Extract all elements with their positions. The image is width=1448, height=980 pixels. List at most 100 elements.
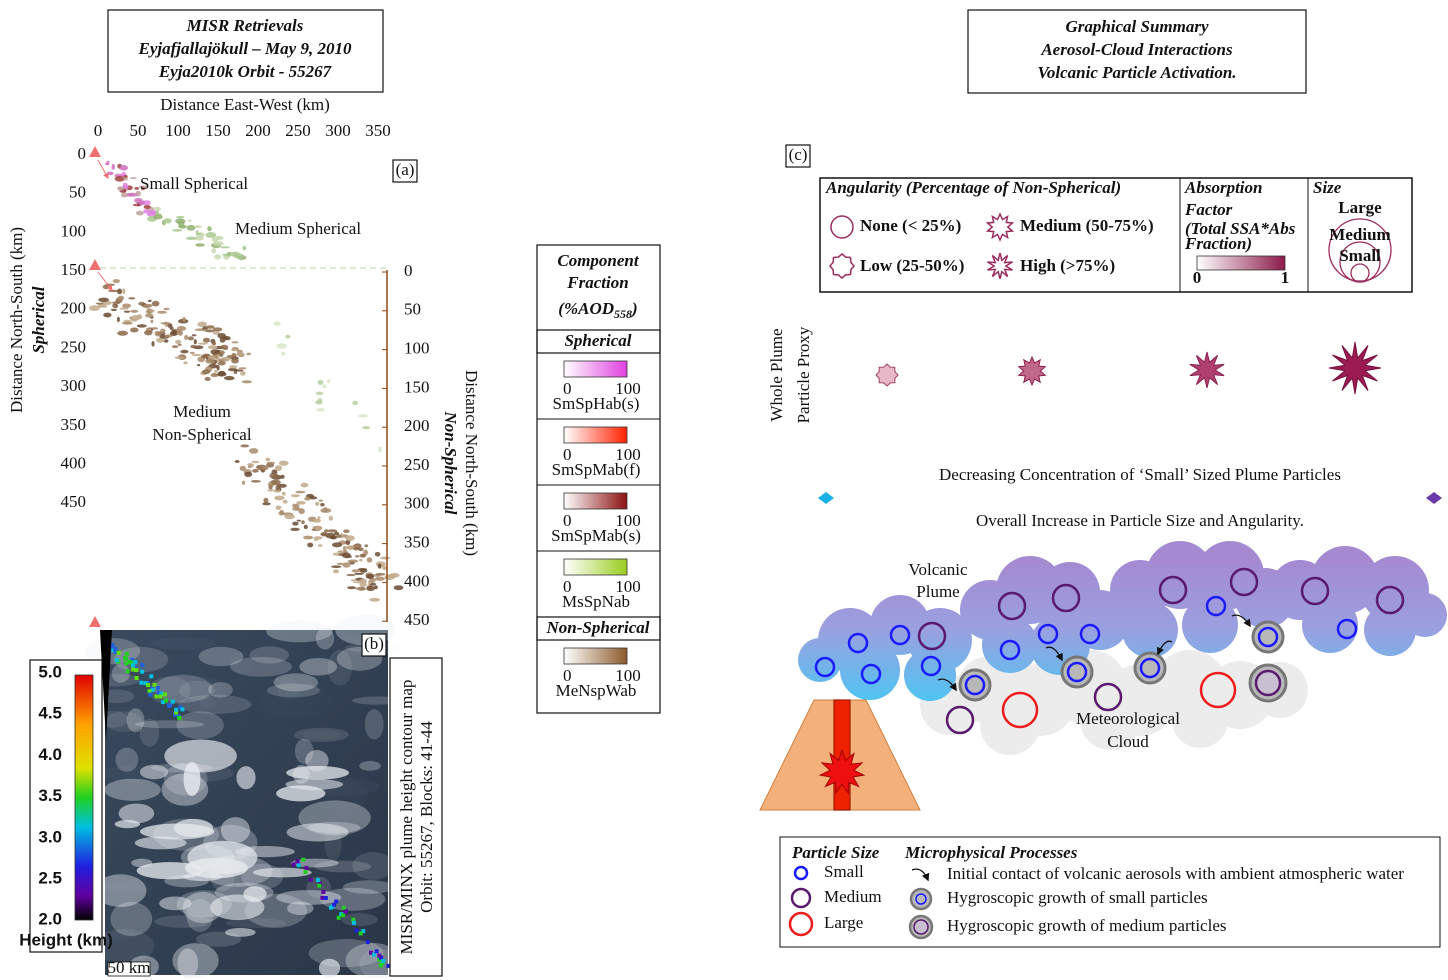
retrieval-pixel (117, 331, 128, 336)
retrieval-pixel (224, 376, 235, 380)
height-pixel (381, 959, 385, 963)
retrieval-pixel (342, 552, 351, 558)
colorbar-tick: 3.5 (38, 786, 62, 805)
retrieval-pixel (249, 448, 258, 454)
angularity-low (830, 254, 854, 278)
plume-cloud (840, 640, 900, 700)
colorbar (564, 361, 627, 377)
retrieval-pixel (205, 359, 215, 364)
retrieval-pixel (163, 308, 169, 310)
retrieval-pixel (186, 237, 197, 240)
cloud-texture (210, 895, 264, 921)
retrieval-pixel (96, 303, 104, 305)
retrieval-pixel (165, 334, 173, 337)
retrieval-pixel (203, 338, 210, 343)
height-pixel (156, 686, 160, 690)
proxy-particle (876, 364, 898, 386)
y-tick-label: 100 (61, 221, 87, 240)
retrieval-pixel (333, 569, 339, 573)
retrieval-pixel (136, 211, 144, 216)
retrieval-pixel (251, 480, 261, 483)
height-pixel (164, 698, 168, 702)
cloud-label: Meteorological (1076, 709, 1180, 728)
panel-a-title: MISR Retrievals (186, 16, 304, 35)
colorbar-label: Height (km) (19, 930, 113, 949)
cloud-texture (278, 678, 300, 699)
retrieval-pixel (242, 246, 246, 251)
height-colorbar (75, 675, 93, 920)
retrieval-pixel (366, 574, 374, 579)
retrieval-pixel (207, 226, 211, 231)
proxy-label: Whole Plume (767, 328, 786, 421)
retrieval-pixel (198, 343, 208, 345)
height-pixel (178, 716, 182, 720)
colorbar-name: SmSpMab(s) (551, 526, 641, 545)
colorbar-tick: 4.0 (38, 745, 62, 764)
y2-tick-label: 400 (404, 571, 430, 590)
panel-c-title: Aerosol-Cloud Interactions (1040, 40, 1233, 59)
legend-title: Size (1313, 178, 1342, 197)
panel-label: (c) (789, 145, 808, 164)
retrieval-pixel (206, 232, 217, 238)
height-pixel (140, 670, 144, 674)
height-pixel (352, 921, 356, 925)
legend-title-part: (%AOD (558, 299, 614, 318)
retrieval-pixel (188, 220, 191, 222)
retrieval-pixel (316, 392, 324, 396)
height-pixel (301, 858, 305, 862)
height-pixel (317, 884, 321, 888)
cloud-texture (341, 913, 377, 926)
retrieval-pixel (184, 335, 188, 340)
retrieval-pixel (318, 380, 324, 385)
retrieval-pixel (175, 356, 186, 359)
legend-note: Fraction) (1184, 234, 1252, 253)
retrieval-pixel (323, 384, 327, 388)
figure: MISR RetrievalsEyjafjallajökull – May 9,… (0, 0, 1448, 980)
orbit-marker (89, 146, 101, 157)
colorbar (564, 427, 627, 443)
retrieval-pixel (248, 466, 252, 468)
retrieval-pixel (313, 519, 321, 523)
retrieval-pixel (343, 529, 349, 533)
panel-c-title: Volcanic Particle Activation. (1037, 63, 1236, 82)
retrieval-pixel (231, 353, 236, 357)
retrieval-pixel (214, 370, 218, 373)
retrieval-pixel (229, 365, 237, 368)
retrieval-pixel (355, 587, 363, 589)
retrieval-pixel (160, 329, 165, 334)
retrieval-pixel (235, 460, 240, 463)
legend-title-part: ) (630, 299, 638, 318)
retrieval-pixel (337, 563, 344, 565)
retrieval-pixel (274, 496, 284, 501)
y-tick-label: 0 (78, 144, 87, 163)
retrieval-pixel (146, 329, 151, 331)
retrieval-pixel (118, 296, 124, 301)
y-tick-label: 250 (61, 337, 87, 356)
retrieval-pixel (394, 585, 404, 590)
x-tick-label: 100 (165, 121, 191, 140)
cloud-texture (305, 750, 328, 771)
cloud-texture (250, 646, 290, 663)
proxy-particle (1190, 352, 1224, 388)
y-tick-label: 300 (61, 376, 87, 395)
retrieval-pixel (197, 364, 200, 366)
angularity-none (831, 216, 853, 238)
trend-end (818, 492, 834, 504)
retrieval-pixel (143, 209, 148, 213)
retrieval-pixel (315, 502, 319, 506)
retrieval-pixel (292, 522, 298, 526)
cloud-texture (323, 831, 343, 856)
height-pixel (375, 949, 379, 953)
retrieval-pixel (172, 229, 182, 232)
hygro-ring (1135, 653, 1165, 683)
proxy-label: Particle Proxy (794, 326, 813, 423)
retrieval-pixel (275, 485, 278, 491)
cloud-label: Cloud (1107, 732, 1149, 751)
cloud-texture (178, 695, 251, 714)
height-pixel (148, 693, 152, 697)
retrieval-pixel (153, 207, 161, 211)
height-pixel (337, 916, 341, 920)
retrieval-pixel (134, 187, 139, 190)
retrieval-pixel (188, 336, 194, 340)
height-pixel (159, 695, 163, 699)
